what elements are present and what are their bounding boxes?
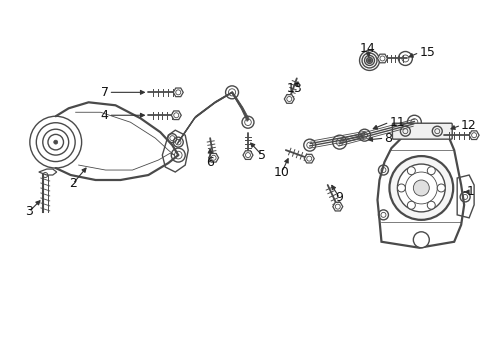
Circle shape bbox=[427, 201, 435, 209]
Text: 15: 15 bbox=[419, 46, 435, 59]
Text: 5: 5 bbox=[258, 149, 266, 162]
Text: 4: 4 bbox=[100, 109, 108, 122]
Text: 10: 10 bbox=[274, 166, 290, 179]
Circle shape bbox=[390, 156, 453, 220]
Polygon shape bbox=[243, 151, 253, 159]
Circle shape bbox=[407, 201, 416, 209]
Polygon shape bbox=[304, 154, 314, 163]
Circle shape bbox=[407, 167, 416, 175]
Polygon shape bbox=[333, 202, 343, 211]
Circle shape bbox=[54, 140, 58, 144]
Text: 11: 11 bbox=[390, 116, 405, 129]
Circle shape bbox=[427, 167, 435, 175]
Text: 8: 8 bbox=[385, 132, 392, 145]
Text: 1: 1 bbox=[467, 185, 475, 198]
Circle shape bbox=[414, 232, 429, 248]
Circle shape bbox=[437, 184, 445, 192]
Polygon shape bbox=[284, 95, 294, 103]
Circle shape bbox=[397, 164, 445, 212]
Text: 9: 9 bbox=[336, 192, 343, 204]
Polygon shape bbox=[377, 54, 388, 63]
Polygon shape bbox=[172, 111, 181, 120]
FancyBboxPatch shape bbox=[392, 123, 452, 139]
Text: 12: 12 bbox=[461, 119, 477, 132]
Text: 7: 7 bbox=[100, 86, 108, 99]
Polygon shape bbox=[469, 131, 479, 139]
Text: 13: 13 bbox=[287, 82, 303, 95]
Polygon shape bbox=[209, 153, 219, 162]
Circle shape bbox=[414, 180, 429, 196]
Text: 6: 6 bbox=[206, 156, 214, 168]
Circle shape bbox=[397, 184, 405, 192]
Polygon shape bbox=[173, 88, 183, 96]
Polygon shape bbox=[39, 169, 57, 175]
Text: 14: 14 bbox=[360, 42, 375, 55]
Text: 2: 2 bbox=[69, 177, 76, 190]
Text: 3: 3 bbox=[25, 205, 33, 219]
Circle shape bbox=[368, 58, 371, 62]
